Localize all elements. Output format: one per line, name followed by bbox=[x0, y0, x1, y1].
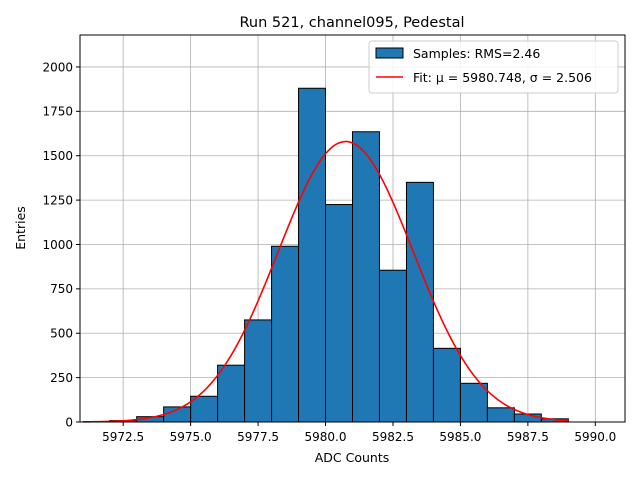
histogram-bar bbox=[352, 131, 380, 423]
histogram-bar bbox=[190, 395, 219, 423]
x-tick-label: 5982.5 bbox=[372, 430, 414, 444]
x-axis-ticks: 5972.5 5975.0 5977.5 5980.0 5982.5 5985.0 5987… bbox=[102, 422, 616, 444]
axes-frame bbox=[79, 34, 626, 423]
histogram-bars bbox=[109, 87, 569, 423]
y-tick-label: 750 bbox=[50, 282, 73, 296]
y-tick-label: 250 bbox=[50, 371, 73, 385]
y-tick-label: 1750 bbox=[42, 105, 73, 119]
x-axis-label: ADC Counts bbox=[315, 450, 390, 465]
x-tick-label: 5990.0 bbox=[574, 430, 616, 444]
y-axis-ticks: 0 250 500 750 1000 1250 1500 1750 2000 bbox=[42, 60, 80, 429]
histogram-bar bbox=[244, 319, 273, 423]
histogram-bar bbox=[378, 269, 407, 423]
histogram-bar bbox=[325, 204, 354, 423]
y-tick-label: 2000 bbox=[42, 60, 73, 74]
histogram-bar bbox=[298, 87, 327, 423]
histogram-bar bbox=[405, 181, 434, 423]
histogram-bar bbox=[271, 245, 300, 423]
x-tick-label: 5987.5 bbox=[507, 430, 549, 444]
histogram-bar bbox=[459, 382, 488, 423]
x-tick-label: 5972.5 bbox=[102, 430, 144, 444]
legend-samples-label: Samples: RMS=2.46 bbox=[413, 46, 540, 61]
x-tick-label: 5985.0 bbox=[439, 430, 481, 444]
y-tick-label: 1250 bbox=[42, 193, 73, 207]
x-tick-label: 5980.0 bbox=[305, 430, 347, 444]
x-tick-label: 5977.5 bbox=[237, 430, 279, 444]
chart-title: Run 521, channel095, Pedestal bbox=[239, 15, 464, 31]
legend-box bbox=[368, 40, 619, 94]
y-tick-label: 500 bbox=[50, 327, 73, 341]
histogram-bar bbox=[432, 347, 461, 423]
y-tick-label: 0 bbox=[65, 415, 73, 429]
y-axis-label: Entries bbox=[13, 206, 28, 250]
fit-curve bbox=[82, 140, 569, 423]
legend: Samples: RMS=2.46 Fit: μ = 5980.748, σ =… bbox=[368, 40, 619, 94]
legend-samples-swatch bbox=[375, 47, 404, 59]
legend-fit-label: Fit: μ = 5980.748, σ = 2.506 bbox=[413, 70, 592, 85]
x-tick-label: 5975.0 bbox=[170, 430, 212, 444]
histogram-bar bbox=[217, 364, 246, 423]
y-tick-label: 1500 bbox=[42, 149, 73, 163]
histogram-bar bbox=[486, 407, 515, 423]
y-tick-label: 1000 bbox=[42, 238, 73, 252]
